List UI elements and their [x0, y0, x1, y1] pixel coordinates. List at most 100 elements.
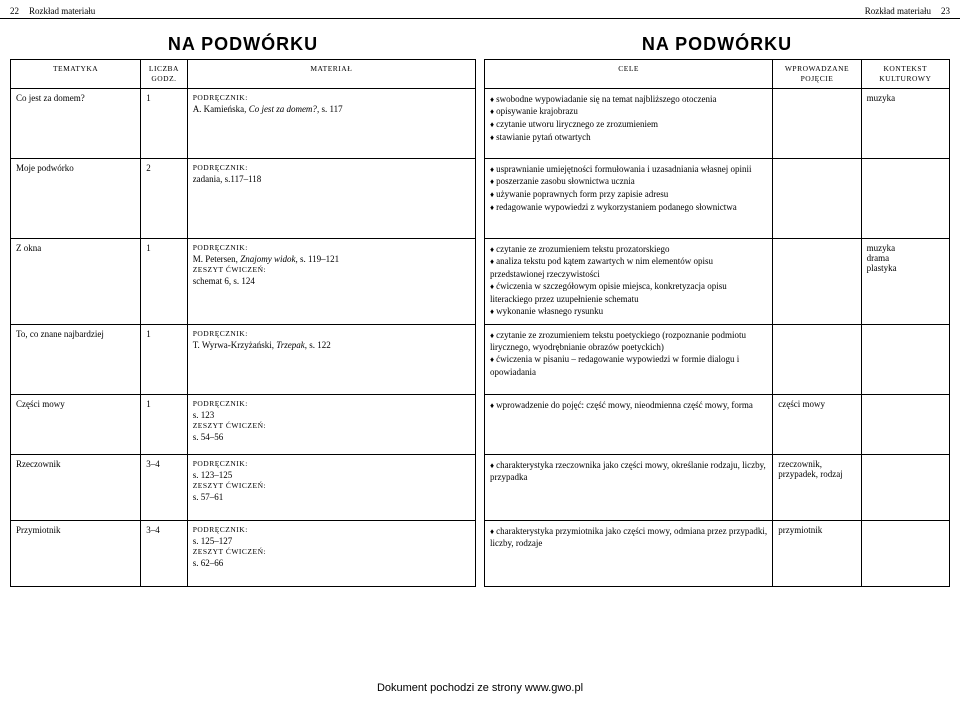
cell-liczba: 3–4	[141, 454, 188, 520]
label-podrecznik: PODRĘCZNIK:	[193, 93, 470, 103]
material-text: T. Wyrwa-Krzyżański, Trzepak, s. 122	[193, 339, 470, 351]
table-row: Części mowy1PODRĘCZNIK:s. 123ZESZYT ĆWIC…	[11, 394, 476, 454]
cell-liczba: 1	[141, 88, 188, 158]
page-number-right: 23	[941, 6, 950, 16]
table-head-row: CELE WPROWADZANE POJĘCIE KONTEKST KULTUR…	[485, 60, 950, 89]
label-podrecznik: PODRĘCZNIK:	[193, 163, 470, 173]
cele-item: charakterystyka rzeczownika jako części …	[490, 459, 767, 484]
cele-item: czytanie ze zrozumieniem tekstu prozator…	[490, 243, 767, 256]
cell-pojecie	[773, 238, 861, 324]
cell-cele: wprowadzenie do pojęć: część mowy, nieod…	[485, 394, 773, 454]
header-right: Rozkład materiału 23	[865, 6, 950, 16]
cele-item: czytanie ze zrozumieniem tekstu poetycki…	[490, 329, 767, 354]
running-head-right: Rozkład materiału	[865, 6, 931, 16]
table-row: charakterystyka przymiotnika jako części…	[485, 520, 950, 586]
label-podrecznik: PODRĘCZNIK:	[193, 399, 470, 409]
cell-cele: czytanie ze zrozumieniem tekstu prozator…	[485, 238, 773, 324]
page-number-left: 22	[10, 6, 19, 16]
cell-tematyka: To, co znane najbardziej	[11, 324, 141, 394]
cell-material: PODRĘCZNIK:T. Wyrwa-Krzyżański, Trzepak,…	[187, 324, 475, 394]
cele-item: używanie poprawnych form przy zapisie ad…	[490, 188, 767, 201]
col-kontekst: KONTEKST KULTUROWY	[861, 60, 949, 89]
cell-material: PODRĘCZNIK:zadania, s.117–118	[187, 158, 475, 238]
material-text: s. 54–56	[193, 431, 470, 443]
label-podrecznik: PODRĘCZNIK:	[193, 329, 470, 339]
cele-item: ćwiczenia w szczegółowym opisie miejsca,…	[490, 280, 767, 305]
table-row: czytanie ze zrozumieniem tekstu prozator…	[485, 238, 950, 324]
cell-material: PODRĘCZNIK:s. 125–127ZESZYT ĆWICZEŃ:s. 6…	[187, 520, 475, 586]
table-row: Przymiotnik3–4PODRĘCZNIK:s. 125–127ZESZY…	[11, 520, 476, 586]
section-heading-block-left: NA PODWÓRKU	[10, 34, 476, 55]
footer-text: Dokument pochodzi ze strony www.gwo.pl	[377, 682, 583, 694]
table-row: usprawnianie umiejętności formułowania i…	[485, 158, 950, 238]
col-pojecie: WPROWADZANE POJĘCIE	[773, 60, 861, 89]
cele-item: ćwiczenia w pisaniu – redagowanie wypowi…	[490, 353, 767, 378]
label-zeszyt: ZESZYT ĆWICZEŃ:	[193, 265, 470, 275]
material-text: s. 57–61	[193, 491, 470, 503]
cell-material: PODRĘCZNIK:s. 123ZESZYT ĆWICZEŃ:s. 54–56	[187, 394, 475, 454]
cele-item: wprowadzenie do pojęć: część mowy, nieod…	[490, 399, 767, 412]
cell-cele: czytanie ze zrozumieniem tekstu poetycki…	[485, 324, 773, 394]
col-tematyka: TEMATYKA	[11, 60, 141, 89]
cell-liczba: 3–4	[141, 520, 188, 586]
cele-item: czytanie utworu lirycznego ze zrozumieni…	[490, 118, 767, 131]
table-row: czytanie ze zrozumieniem tekstu poetycki…	[485, 324, 950, 394]
cele-item: redagowanie wypowiedzi z wykorzystaniem …	[490, 201, 767, 214]
label-podrecznik: PODRĘCZNIK:	[193, 459, 470, 469]
cell-kontekst	[861, 158, 949, 238]
material-text: s. 123–125	[193, 469, 470, 481]
cele-item: stawianie pytań otwartych	[490, 131, 767, 144]
cell-pojecie	[773, 88, 861, 158]
cell-kontekst	[861, 454, 949, 520]
section-heading-block-right: NA PODWÓRKU	[484, 34, 950, 55]
label-podrecznik: PODRĘCZNIK:	[193, 525, 470, 535]
cell-cele: charakterystyka rzeczownika jako części …	[485, 454, 773, 520]
cell-tematyka: Co jest za domem?	[11, 88, 141, 158]
curriculum-table-left: TEMATYKA LICZBA GODZ. MATERIAŁ Co jest z…	[10, 59, 476, 587]
cell-tematyka: Przymiotnik	[11, 520, 141, 586]
table-row: Co jest za domem?1PODRĘCZNIK:A. Kamieńsk…	[11, 88, 476, 158]
cell-material: PODRĘCZNIK:A. Kamieńska, Co jest za dome…	[187, 88, 475, 158]
cell-liczba: 1	[141, 394, 188, 454]
label-podrecznik: PODRĘCZNIK:	[193, 243, 470, 253]
material-text: s. 123	[193, 409, 470, 421]
cele-item: swobodne wypowiadanie się na temat najbl…	[490, 93, 767, 106]
cell-tematyka: Z okna	[11, 238, 141, 324]
left-page: NA PODWÓRKU TEMATYKA LICZBA GODZ. MATERI…	[0, 28, 480, 587]
cell-pojecie	[773, 324, 861, 394]
cele-item: opisywanie krajobrazu	[490, 105, 767, 118]
cell-cele: charakterystyka przymiotnika jako części…	[485, 520, 773, 586]
cell-liczba: 1	[141, 324, 188, 394]
col-liczba: LICZBA GODZ.	[141, 60, 188, 89]
running-head-left: Rozkład materiału	[29, 6, 95, 16]
cell-kontekst	[861, 394, 949, 454]
cell-pojecie: części mowy	[773, 394, 861, 454]
cell-pojecie	[773, 158, 861, 238]
label-zeszyt: ZESZYT ĆWICZEŃ:	[193, 547, 470, 557]
table-row: To, co znane najbardziej1PODRĘCZNIK:T. W…	[11, 324, 476, 394]
page-header: 22 Rozkład materiału Rozkład materiału 2…	[0, 0, 960, 19]
col-cele: CELE	[485, 60, 773, 89]
cele-item: analiza tekstu pod kątem zawartych w nim…	[490, 255, 767, 280]
cell-tematyka: Części mowy	[11, 394, 141, 454]
section-heading-right: NA PODWÓRKU	[642, 34, 792, 54]
curriculum-table-right: CELE WPROWADZANE POJĘCIE KONTEKST KULTUR…	[484, 59, 950, 587]
cell-material: PODRĘCZNIK:M. Petersen, Znajomy widok, s…	[187, 238, 475, 324]
cell-kontekst	[861, 324, 949, 394]
header-left: 22 Rozkład materiału	[10, 6, 95, 16]
table-row: Z okna1PODRĘCZNIK:M. Petersen, Znajomy w…	[11, 238, 476, 324]
cell-kontekst	[861, 520, 949, 586]
cell-tematyka: Moje podwórko	[11, 158, 141, 238]
cele-item: wykonanie własnego rysunku	[490, 305, 767, 318]
right-page: NA PODWÓRKU CELE WPROWADZANE POJĘCIE KON…	[480, 28, 960, 587]
cell-pojecie: rzeczownik, przypadek, rodzaj	[773, 454, 861, 520]
material-text: schemat 6, s. 124	[193, 275, 470, 287]
material-text: s. 62–66	[193, 557, 470, 569]
cell-kontekst: muzyka drama plastyka	[861, 238, 949, 324]
table-head-row: TEMATYKA LICZBA GODZ. MATERIAŁ	[11, 60, 476, 89]
material-text: s. 125–127	[193, 535, 470, 547]
cell-material: PODRĘCZNIK:s. 123–125ZESZYT ĆWICZEŃ:s. 5…	[187, 454, 475, 520]
cele-item: poszerzanie zasobu słownictwa ucznia	[490, 175, 767, 188]
label-zeszyt: ZESZYT ĆWICZEŃ:	[193, 421, 470, 431]
footer: Dokument pochodzi ze strony www.gwo.pl	[0, 682, 960, 694]
